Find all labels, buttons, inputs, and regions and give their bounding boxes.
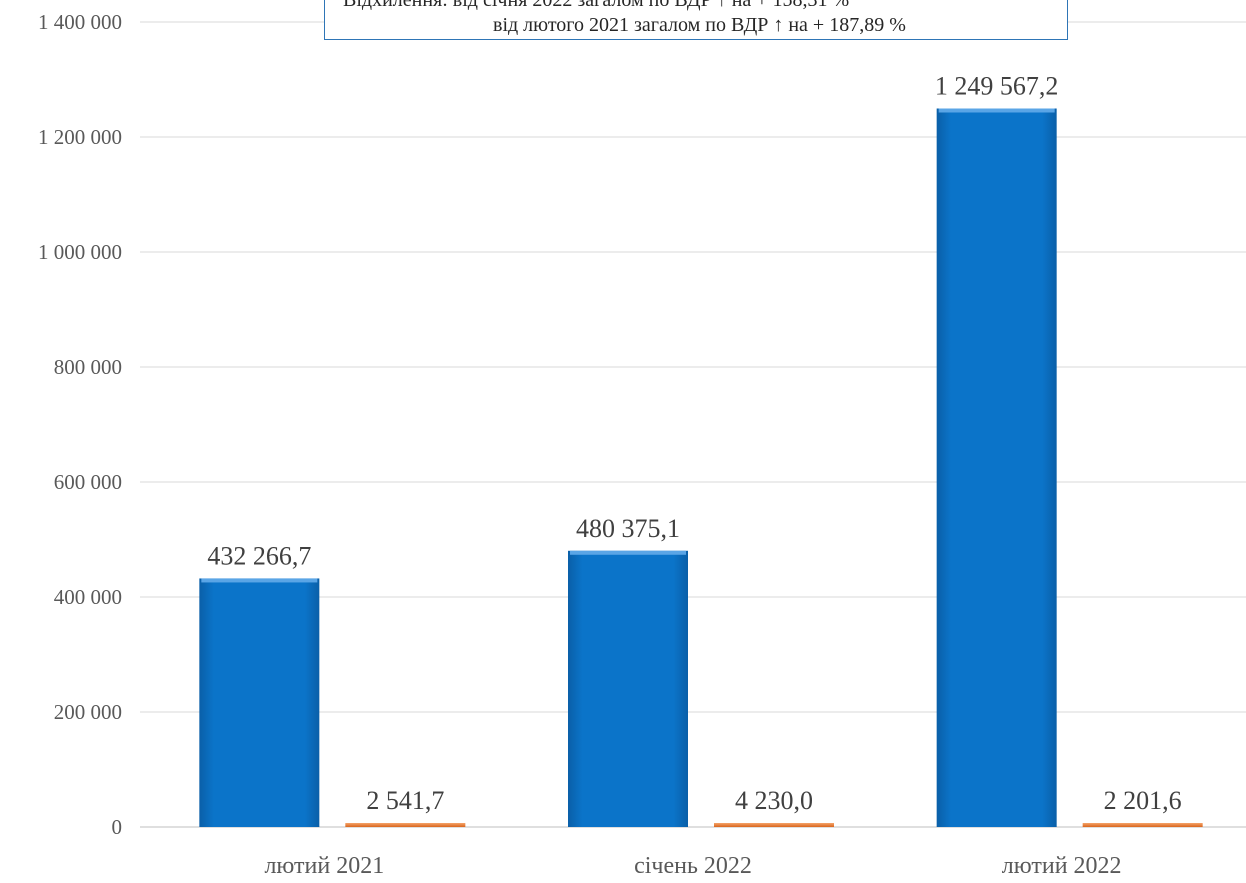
bar-main: [568, 550, 688, 827]
bar-main-highlight: [570, 550, 686, 555]
data-label: 1 249 567,2: [935, 71, 1059, 100]
bar-small: [1082, 823, 1203, 827]
bar-small: [345, 823, 466, 827]
bar-main: [936, 108, 1057, 828]
y-tick-label: 1 200 000: [38, 125, 122, 149]
data-label: 432 266,7: [207, 541, 311, 570]
y-tick-label: 600 000: [54, 470, 122, 494]
data-label: 2 201,6: [1104, 786, 1182, 815]
data-label: 4 230,0: [735, 786, 813, 815]
gridlines: [140, 21, 1246, 828]
labels: 0 200 000 400 000 600 000 800 000 1 000 000 1 …: [38, 10, 1182, 879]
x-category-label: лютий 2022: [1002, 853, 1122, 879]
annotation-line-1: Відхилення: від січня 2022 загалом по ВД…: [343, 0, 850, 11]
data-label: 480 375,1: [576, 514, 680, 543]
bar-main-highlight: [938, 108, 1055, 113]
x-category-label: лютий 2021: [264, 853, 384, 879]
y-tick-label: 400 000: [54, 585, 122, 609]
y-tick-label: 0: [112, 815, 123, 839]
y-tick-label: 800 000: [54, 355, 122, 379]
bar-small: [714, 823, 834, 827]
deviation-annotation-box: Відхилення: від січня 2022 загалом по ВД…: [324, 0, 1068, 40]
x-category-label: січень 2022: [634, 853, 752, 879]
y-tick-label: 1 400 000: [38, 10, 122, 34]
bars: [199, 108, 1203, 828]
annotation-line-2: від лютого 2021 загалом по ВДР ↑ на + 18…: [493, 14, 906, 36]
y-tick-label: 200 000: [54, 700, 122, 724]
y-tick-label: 1 000 000: [38, 240, 122, 264]
bar-main: [199, 578, 320, 827]
data-label: 2 541,7: [366, 786, 444, 815]
bar-main-highlight: [201, 578, 318, 583]
